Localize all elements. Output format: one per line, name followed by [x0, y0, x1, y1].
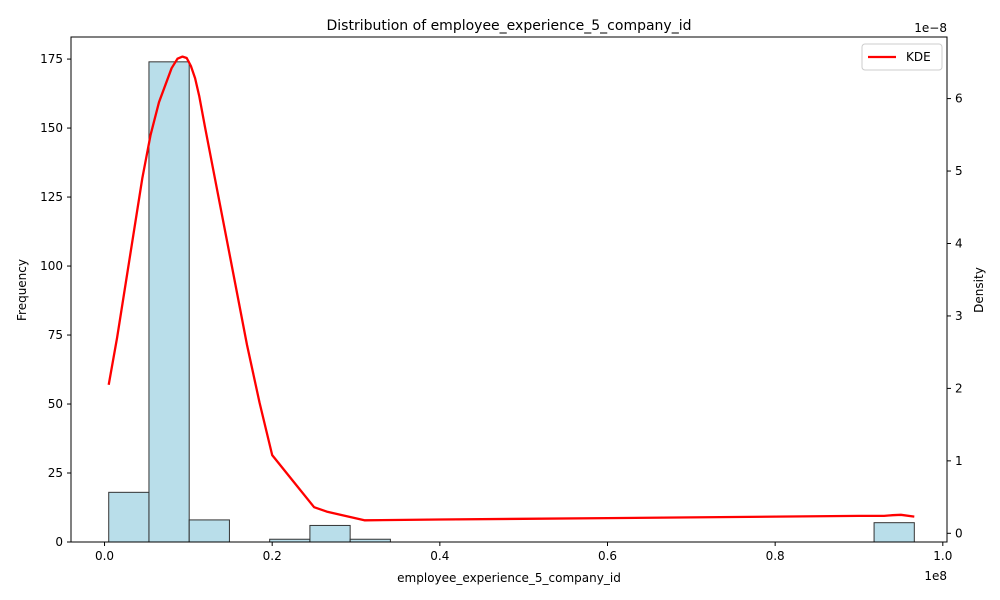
plot-axes: [70, 36, 948, 543]
y-axis-ticks: 0 25 50 75 100 125 150 175: [40, 52, 71, 549]
x-offset-label: 1e8: [924, 569, 947, 583]
x-tick-label: 0.8: [766, 549, 785, 563]
y2-tick-label: 3: [955, 309, 963, 323]
histogram-bars: [108, 61, 915, 543]
legend: KDE: [861, 43, 943, 71]
histogram-bar: [188, 519, 230, 543]
kde-layer: [107, 55, 915, 522]
y-tick-label: 175: [40, 52, 63, 66]
kde-line: [107, 55, 915, 522]
histogram-bar: [108, 491, 150, 543]
y2-axis-ticks: 0 1 2 3 4 5 6: [947, 92, 963, 540]
y2-tick-label: 4: [955, 236, 963, 250]
y2-offset-label: 1e−8: [914, 21, 947, 35]
x-tick-label: 0.0: [95, 549, 114, 563]
y-tick-label: 75: [48, 328, 63, 342]
y-tick-label: 0: [55, 535, 63, 549]
y-axis-label: Frequency: [15, 259, 29, 321]
y2-tick-label: 6: [955, 92, 963, 106]
y2-tick-label: 0: [955, 526, 963, 540]
y-tick-label: 100: [40, 259, 63, 273]
y2-tick-label: 1: [955, 454, 963, 468]
x-axis-ticks: 0.0 0.2 0.4 0.6 0.8 1.0: [95, 542, 952, 563]
x-tick-label: 1.0: [933, 549, 952, 563]
legend-box: [861, 43, 943, 71]
x-tick-label: 0.6: [598, 549, 617, 563]
y-tick-label: 125: [40, 190, 63, 204]
y2-axis-label: Density: [972, 267, 986, 313]
y2-tick-label: 2: [955, 381, 963, 395]
histogram-bar: [148, 61, 190, 543]
plot-frame: [70, 36, 948, 543]
y-tick-label: 50: [48, 397, 63, 411]
y-tick-label: 150: [40, 121, 63, 135]
legend-kde-label: KDE: [906, 50, 931, 64]
y2-tick-label: 5: [955, 164, 963, 178]
x-tick-label: 0.2: [263, 549, 282, 563]
histogram-bar: [873, 522, 915, 543]
x-tick-label: 0.4: [430, 549, 449, 563]
chart-title: Distribution of employee_experience_5_co…: [327, 18, 692, 34]
x-axis-label: employee_experience_5_company_id: [397, 571, 621, 585]
y-tick-label: 25: [48, 466, 63, 480]
histogram-bar: [309, 524, 351, 543]
